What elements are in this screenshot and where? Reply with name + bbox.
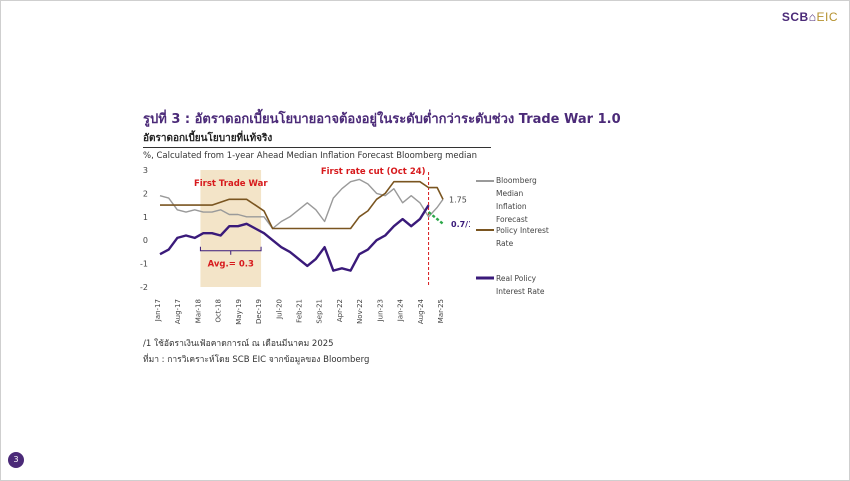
x-tick-label: Mar-18 xyxy=(194,299,202,323)
house-icon: ⌂ xyxy=(808,10,817,24)
policy-rate-series-line xyxy=(160,180,444,230)
x-tick-label: Nov-22 xyxy=(356,299,364,324)
legend-swatches xyxy=(476,180,494,280)
avg-label: Avg.= 0.3 xyxy=(208,260,254,270)
inflation-last-value: 1.75 xyxy=(449,195,467,204)
x-tick-label: Jun-23 xyxy=(376,299,384,322)
chart-unit-note: %, Calculated from 1-year Ahead Median I… xyxy=(143,151,478,161)
real-last-value: 0.7/1 xyxy=(451,220,470,229)
chart-subtitle: อัตราดอกเบี้ยนโยบายที่แท้จริง xyxy=(143,133,273,144)
x-tick-label: Jan-17 xyxy=(154,299,162,322)
inflation-series-line xyxy=(159,178,444,230)
rate-cut-label: First rate cut (Oct 24) xyxy=(321,167,426,177)
y-tick-label: 2 xyxy=(143,189,148,198)
legend-inflation: Bloomberg Median Inflation Forecast xyxy=(496,176,537,224)
footnote-forecast: /1 ใช้อัตราเงินเฟ้อคาดการณ์ ณ เดือนมีนาค… xyxy=(143,339,334,349)
trade-war-label: First Trade War xyxy=(194,179,268,189)
y-tick-label: 3 xyxy=(143,166,148,175)
scb-eic-logo: SCB⌂EIC xyxy=(781,10,838,24)
x-tick-label: Jan-24 xyxy=(397,298,405,322)
footnote-source: ที่มา : การวิเคราะห์โดย SCB EIC จากข้อมู… xyxy=(143,355,370,365)
x-tick-label: Dec-19 xyxy=(255,299,263,324)
x-tick-label: Apr-22 xyxy=(336,299,344,322)
legend-policy: Policy Interest Rate xyxy=(496,226,549,248)
x-tick-label: Aug-24 xyxy=(417,298,425,324)
legend-real: Real Policy Interest Rate xyxy=(496,274,545,296)
x-tick-label: Oct-18 xyxy=(215,299,223,323)
y-tick-label: 1 xyxy=(143,213,148,222)
y-tick-label: -2 xyxy=(140,283,148,292)
real-rate-series-line xyxy=(159,204,430,272)
x-tick-label: Feb-21 xyxy=(296,299,304,323)
real-policy-rate-chart: First Trade War 3 2 1 0 -1 -2 Jan-17 Aug-17 Mar-1… xyxy=(140,166,470,325)
x-tick-label: Mar-25 xyxy=(437,299,445,323)
y-tick-label: 0 xyxy=(143,236,148,245)
x-tick-label: Sep-21 xyxy=(316,299,324,324)
avg-bracket xyxy=(199,246,262,255)
x-tick-label: Jul-20 xyxy=(275,299,283,320)
real-rate-forecast-line xyxy=(427,211,444,225)
figure-title: รูปที่ 3 : อัตราดอกเบี้ยนโยบายอาจต้องอยู… xyxy=(143,112,621,127)
trade-war-shade xyxy=(200,170,262,287)
page-number-badge: 3 xyxy=(8,452,24,468)
y-tick-label: -1 xyxy=(140,260,148,269)
x-tick-label: Aug-17 xyxy=(174,299,182,324)
x-tick-label: May-19 xyxy=(235,299,243,325)
subtitle-underline xyxy=(143,147,491,148)
